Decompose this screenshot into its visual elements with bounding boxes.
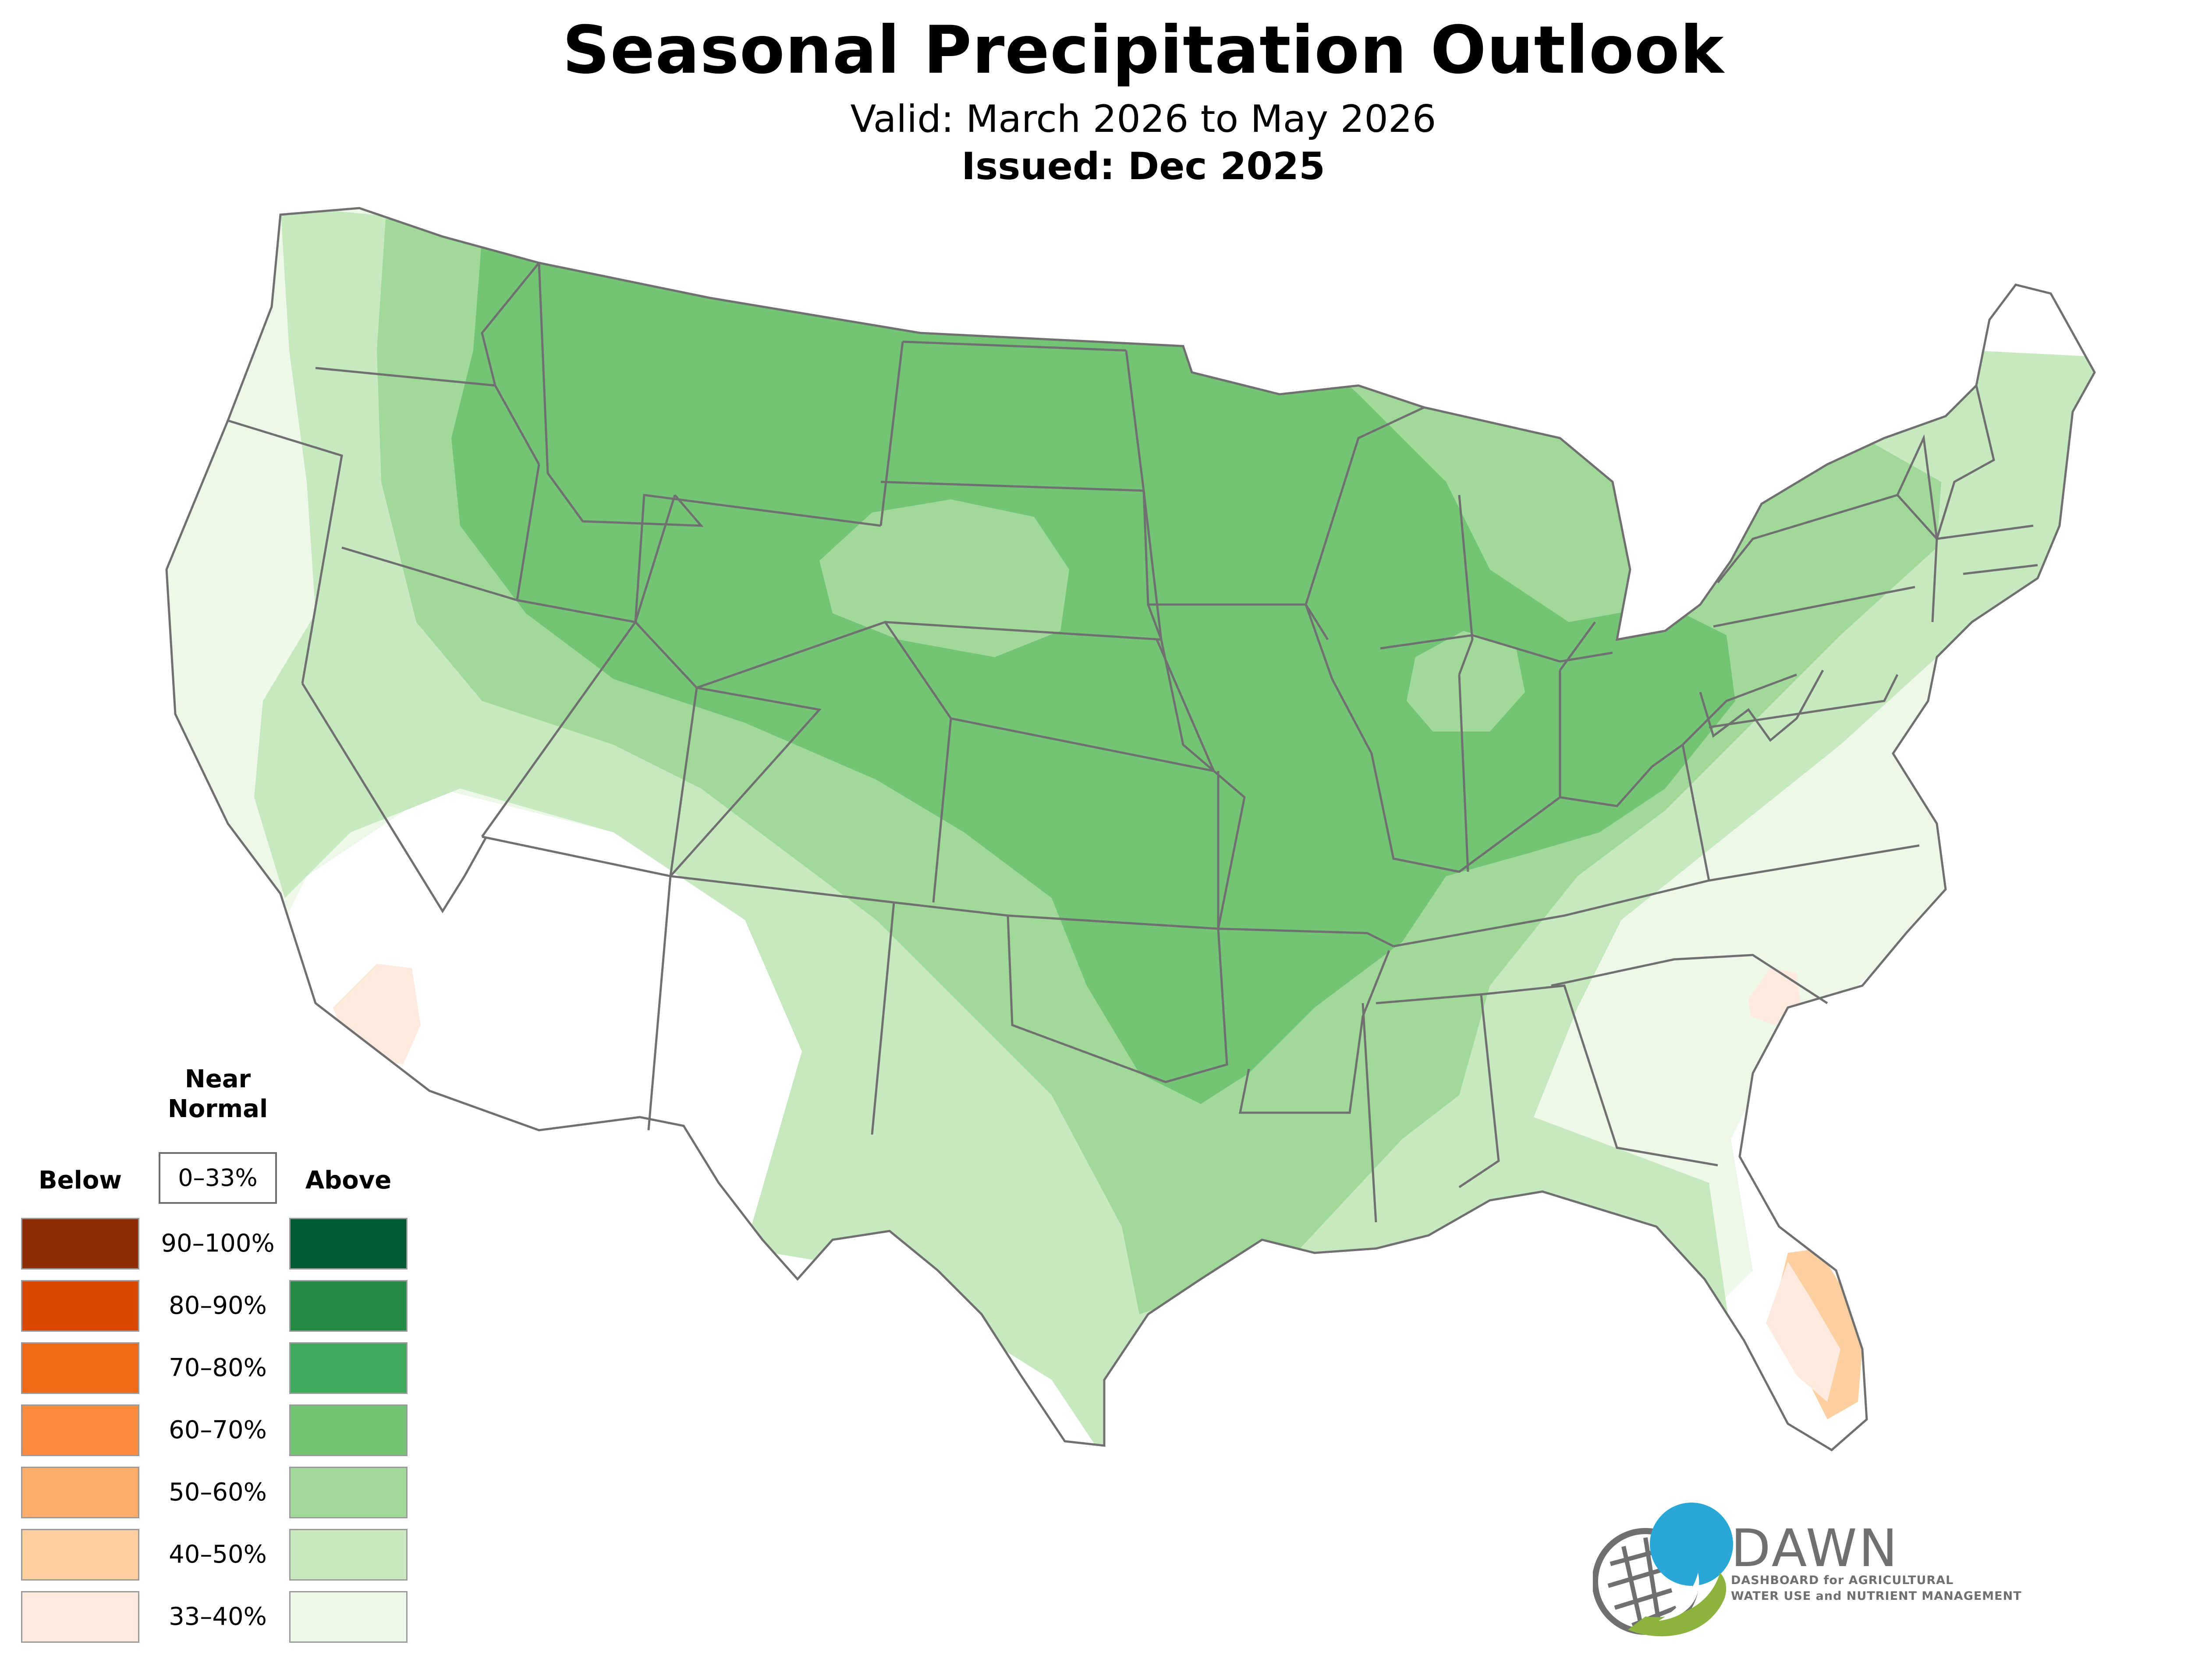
issued-date: Issued: Dec 2025: [961, 145, 1325, 188]
legend-swatch-below-60-70: [21, 1404, 139, 1456]
logo-tagline-2: WATER USE and NUTRIENT MANAGEMENT: [1731, 1589, 2022, 1603]
legend-range-80-90: 80–90%: [169, 1291, 267, 1320]
legend-range-50-60: 50–60%: [169, 1478, 267, 1507]
legend-swatch-above-80-90: [289, 1280, 408, 1332]
above-50-60-pocket-sd: [819, 499, 1069, 657]
legend-swatch-below-33-40: [21, 1591, 139, 1643]
legend-swatch-below-70-80: [21, 1342, 139, 1394]
legend-range-60-70: 60–70%: [169, 1416, 267, 1444]
legend-swatch-above-33-40: [289, 1591, 408, 1643]
legend-swatch-above-40-50: [289, 1529, 408, 1581]
page-title: Seasonal Precipitation Outlook: [562, 12, 1724, 88]
legend-below-heading: Below: [38, 1166, 122, 1195]
legend-near-normal-range: 0–33%: [159, 1152, 277, 1204]
legend-swatch-above-60-70: [289, 1404, 408, 1456]
above-60-70-zone: [451, 237, 1735, 1104]
logo-leaf: [1628, 1573, 1727, 1637]
state-borders: [167, 208, 2095, 1450]
legend-swatch-below-90-100: [21, 1218, 139, 1270]
legend-range-33-40: 33–40%: [169, 1602, 267, 1631]
legend-swatch-below-40-50: [21, 1529, 139, 1581]
logo-water-drop: [1650, 1503, 1733, 1586]
legend-swatch-below-80-90: [21, 1280, 139, 1332]
logo-wordmark: DAWN: [1731, 1518, 1900, 1578]
dawn-logo-icon: [1593, 1503, 1733, 1637]
below-33-40-zone-fl: [1766, 1262, 1840, 1402]
legend-range-90-100: 90–100%: [161, 1229, 275, 1258]
legend-swatch-above-70-80: [289, 1342, 408, 1394]
legend-above-heading: Above: [305, 1166, 392, 1195]
above-50-60-pocket-in: [1407, 631, 1525, 732]
legend-range-70-80: 70–80%: [169, 1354, 267, 1382]
legend-swatch-below-50-60: [21, 1467, 139, 1518]
legend-range-40-50: 40–50%: [169, 1540, 267, 1569]
valid-period: Valid: March 2026 to May 2026: [850, 97, 1436, 141]
logo-tagline-1: DASHBOARD for AGRICULTURAL: [1731, 1574, 1954, 1587]
legend-swatch-above-90-100: [289, 1218, 408, 1270]
legend-swatch-above-50-60: [289, 1467, 408, 1518]
legend-near-normal-heading: Near Normal: [167, 1065, 268, 1123]
